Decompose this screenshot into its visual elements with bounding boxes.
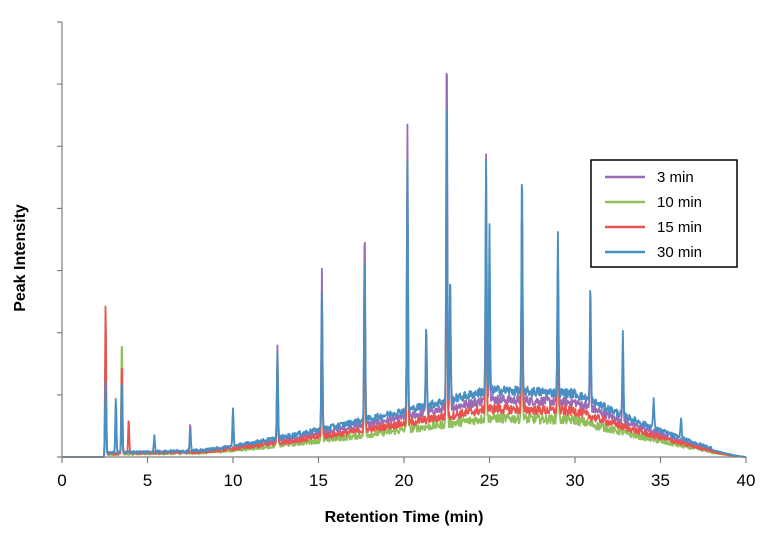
x-tick-label-30: 30 [566, 471, 585, 490]
x-tick-label-0: 0 [57, 471, 66, 490]
x-axis-title: Retention Time (min) [325, 509, 484, 526]
ticks-layer: 0 5 10 15 20 25 30 35 40 [57, 21, 756, 490]
x-tick-label-15: 15 [309, 471, 328, 490]
x-tick-label-40: 40 [737, 471, 756, 490]
x-tick-label-10: 10 [224, 471, 243, 490]
x-tick-label-25: 25 [480, 471, 499, 490]
x-tick-label-35: 35 [651, 471, 670, 490]
legend-label-10-min: 10 min [657, 194, 702, 211]
legend-label-30-min: 30 min [657, 244, 702, 261]
series-line-30-min [61, 109, 747, 458]
legend: 3 min 10 min 15 min 30 min [590, 159, 738, 268]
series-layer [61, 72, 747, 458]
y-axis-title: Peak Intensity [12, 204, 29, 312]
x-tick-label-5: 5 [143, 471, 152, 490]
legend-label-3-min: 3 min [657, 169, 694, 186]
legend-label-15-min: 15 min [657, 219, 702, 236]
x-tick-label-20: 20 [395, 471, 414, 490]
